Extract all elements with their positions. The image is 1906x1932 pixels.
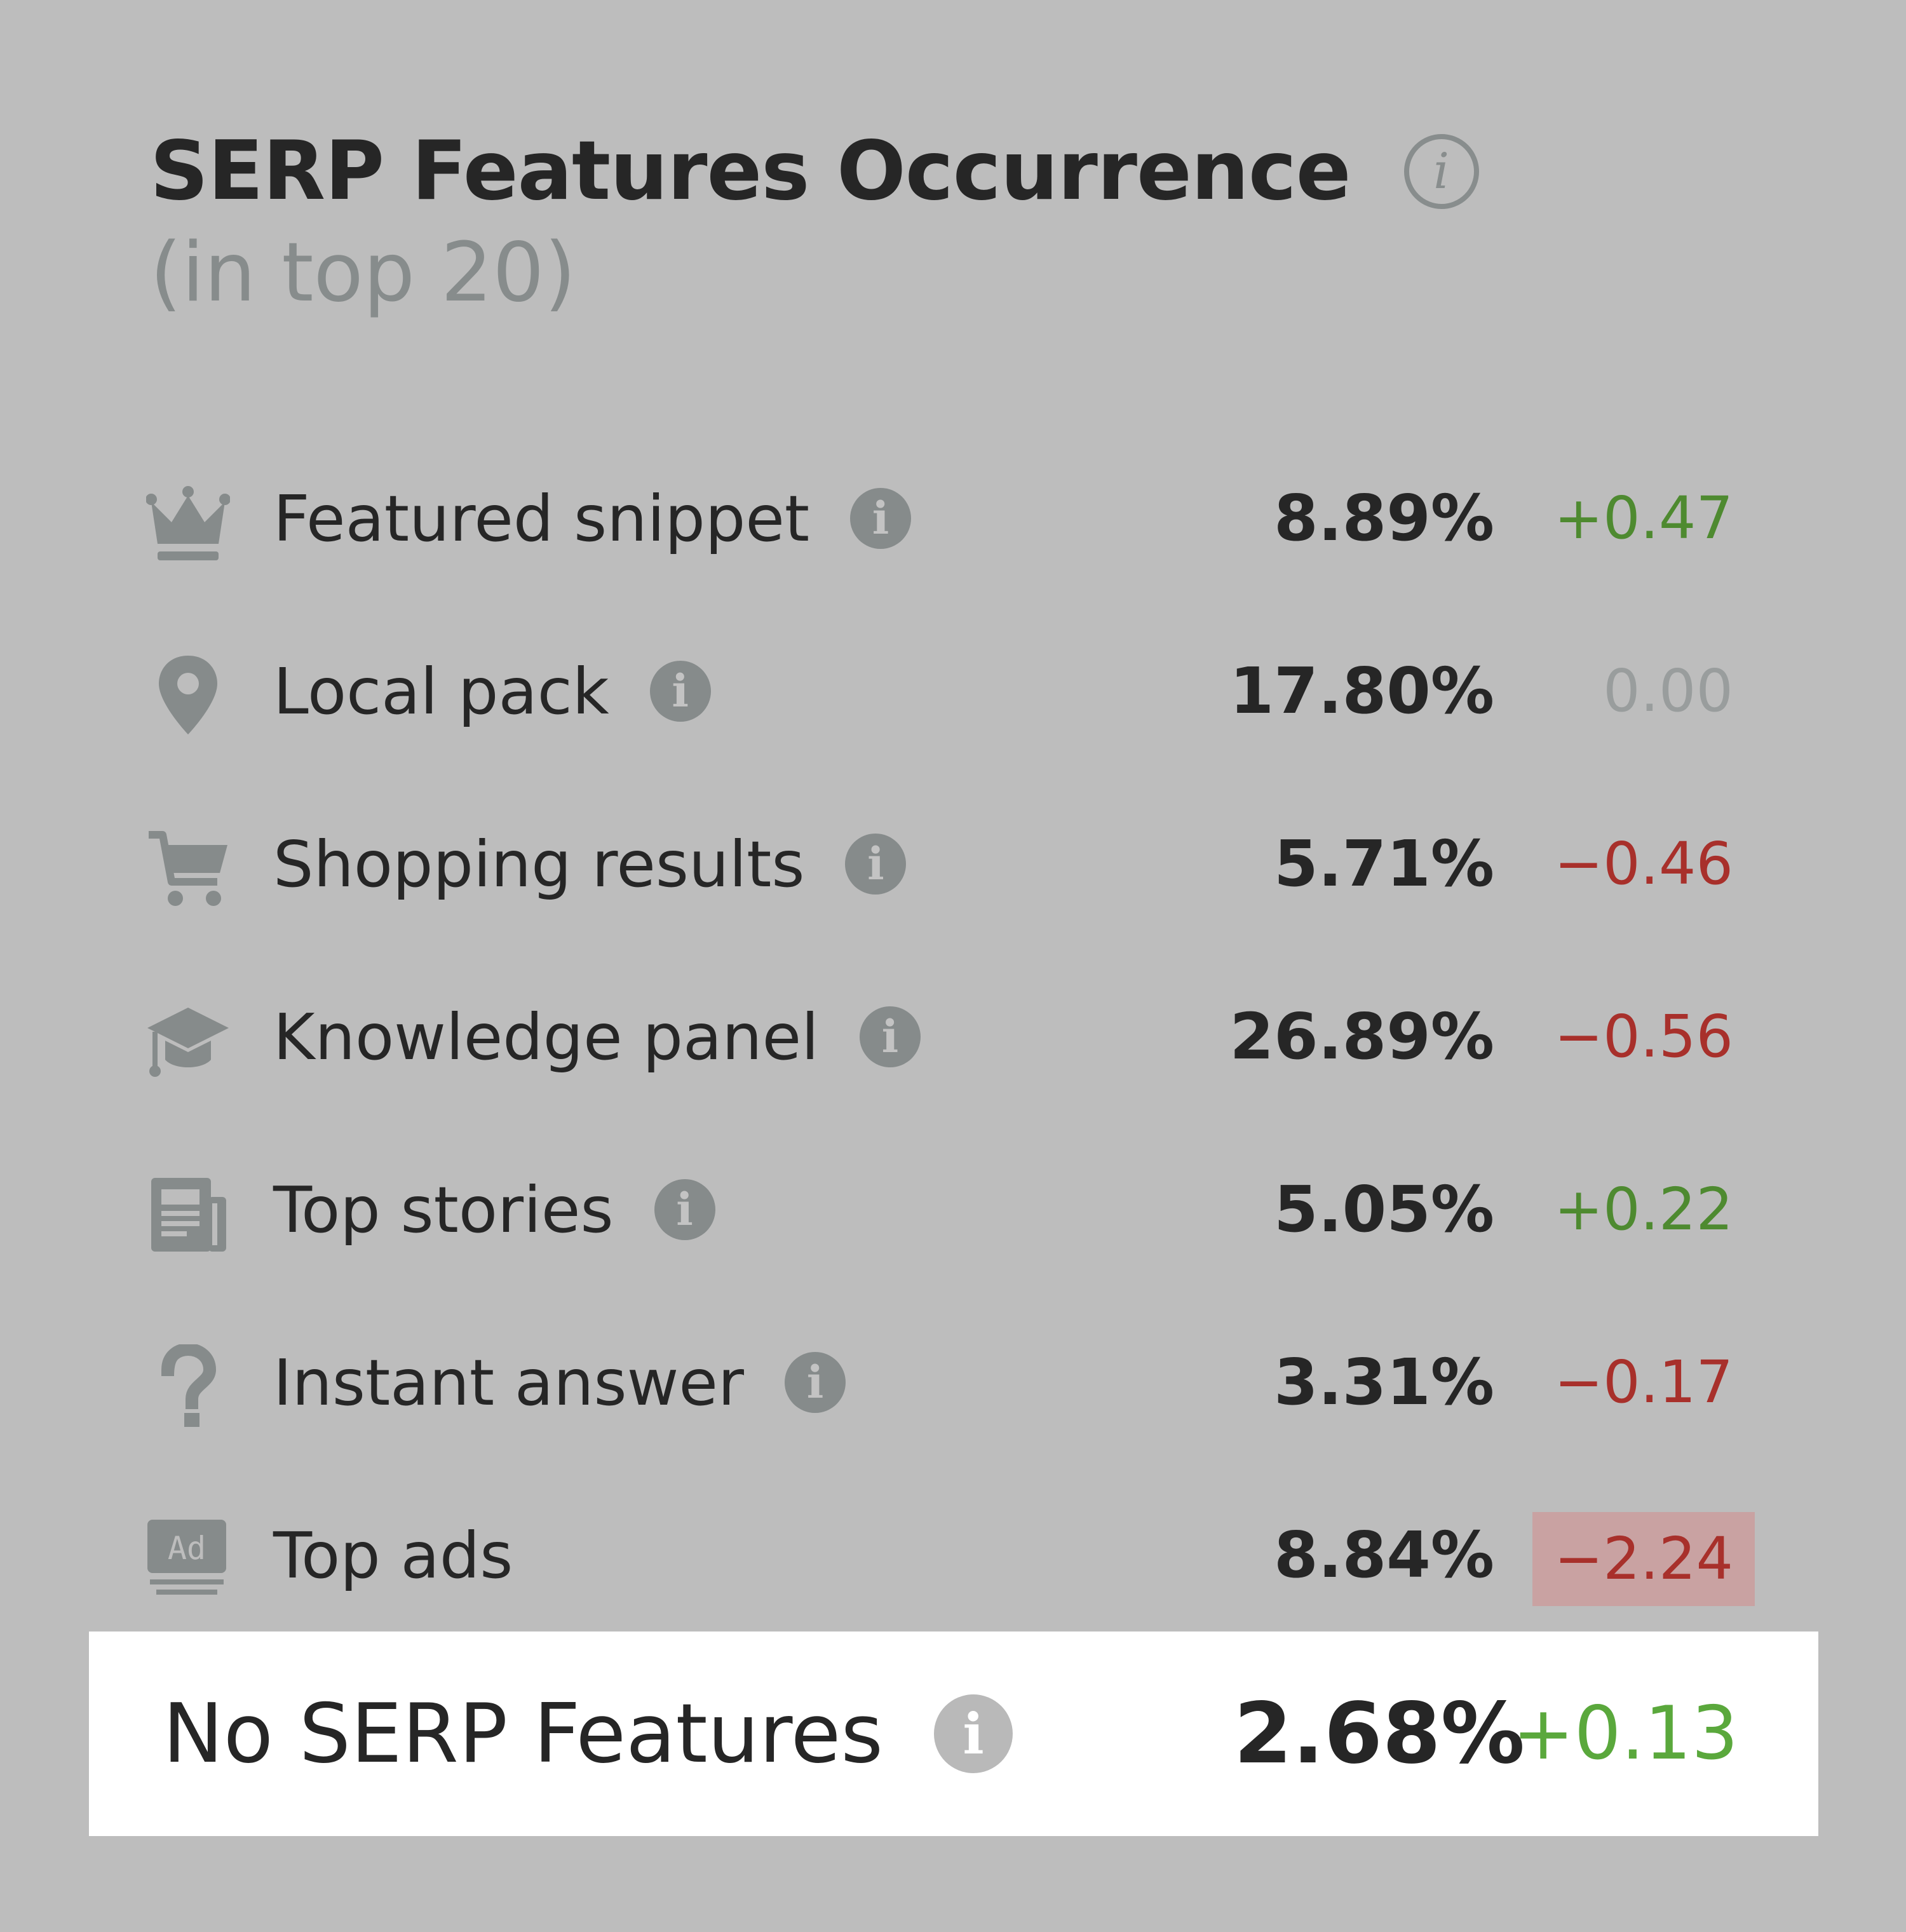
map-pin-icon — [146, 653, 230, 737]
summary-label: No SERP Features — [163, 1686, 884, 1781]
feature-label-group: Featured snippet i — [273, 455, 912, 582]
feature-percent: 5.05% — [1274, 1172, 1494, 1246]
feature-change: 0.00 — [1603, 657, 1733, 725]
feature-change: −0.17 — [1554, 1348, 1733, 1416]
info-icon[interactable]: i — [859, 1006, 921, 1067]
feature-label: Instant answer — [273, 1345, 745, 1420]
question-mark-icon — [146, 1344, 230, 1428]
title-info-icon[interactable]: i — [1403, 134, 1479, 209]
feature-row-knowledge-panel: Knowledge panel i 26.89% −0.56 — [0, 973, 1906, 1100]
feature-row-top-ads: Ad Top ads 8.84% −2.24 — [0, 1492, 1906, 1619]
feature-label: Knowledge panel — [273, 999, 819, 1074]
feature-label-group: Top ads — [273, 1492, 513, 1619]
feature-change-highlighted: −2.24 — [1532, 1512, 1755, 1606]
page-subtitle: (in top 20) — [150, 226, 576, 320]
feature-percent: 8.84% — [1274, 1518, 1494, 1592]
newspaper-icon — [146, 1172, 230, 1255]
info-icon[interactable]: i — [850, 488, 912, 549]
info-icon[interactable]: i — [934, 1694, 1013, 1773]
feature-label: Top ads — [273, 1518, 513, 1593]
shopping-cart-icon — [146, 826, 230, 910]
feature-change: +0.47 — [1554, 484, 1733, 552]
feature-label-group: Top stories i — [273, 1146, 715, 1273]
info-icon[interactable]: i — [654, 1179, 715, 1240]
feature-row-featured-snippet: Featured snippet i 8.89% +0.47 — [0, 455, 1906, 582]
feature-label: Local pack — [273, 654, 609, 729]
info-icon[interactable]: i — [649, 661, 711, 722]
feature-row-instant-answer: Instant answer i 3.31% −0.17 — [0, 1319, 1906, 1446]
ad-icon-text: Ad — [168, 1530, 206, 1567]
feature-percent: 5.71% — [1274, 827, 1494, 901]
graduation-cap-icon — [146, 999, 230, 1083]
feature-label-group: Instant answer i — [273, 1319, 846, 1446]
summary-change: +0.13 — [1512, 1691, 1738, 1776]
summary-label-group: No SERP Features i — [163, 1631, 1013, 1836]
info-icon[interactable]: i — [845, 834, 907, 895]
feature-change: −0.56 — [1554, 1003, 1733, 1071]
feature-label-group: Local pack i — [273, 628, 711, 755]
feature-row-top-stories: Top stories i 5.05% +0.22 — [0, 1146, 1906, 1273]
feature-label: Featured snippet — [273, 481, 810, 556]
ad-icon: Ad — [146, 1517, 230, 1601]
feature-percent: 3.31% — [1274, 1345, 1494, 1419]
feature-row-local-pack: Local pack i 17.80% 0.00 — [0, 628, 1906, 755]
summary-percent: 2.68% — [1234, 1685, 1525, 1783]
title-line: SERP Features Occurrence i — [150, 121, 1479, 222]
crown-icon — [146, 480, 230, 564]
feature-row-shopping-results: Shopping results i 5.71% −0.46 — [0, 800, 1906, 928]
page-title: SERP Features Occurrence — [150, 124, 1351, 219]
feature-label-group: Knowledge panel i — [273, 973, 921, 1100]
feature-label: Shopping results — [273, 827, 805, 902]
info-icon[interactable]: i — [785, 1352, 846, 1413]
card-header: SERP Features Occurrence i (in top 20) — [150, 121, 1479, 324]
feature-percent: 8.89% — [1274, 481, 1494, 555]
feature-change: +0.22 — [1554, 1175, 1733, 1243]
feature-label: Top stories — [273, 1172, 614, 1247]
feature-percent: 26.89% — [1229, 999, 1494, 1074]
feature-percent: 17.80% — [1229, 654, 1494, 728]
feature-label-group: Shopping results i — [273, 800, 907, 928]
feature-change: −0.46 — [1554, 830, 1733, 898]
no-serp-features-row: No SERP Features i 2.68% +0.13 — [89, 1631, 1818, 1836]
